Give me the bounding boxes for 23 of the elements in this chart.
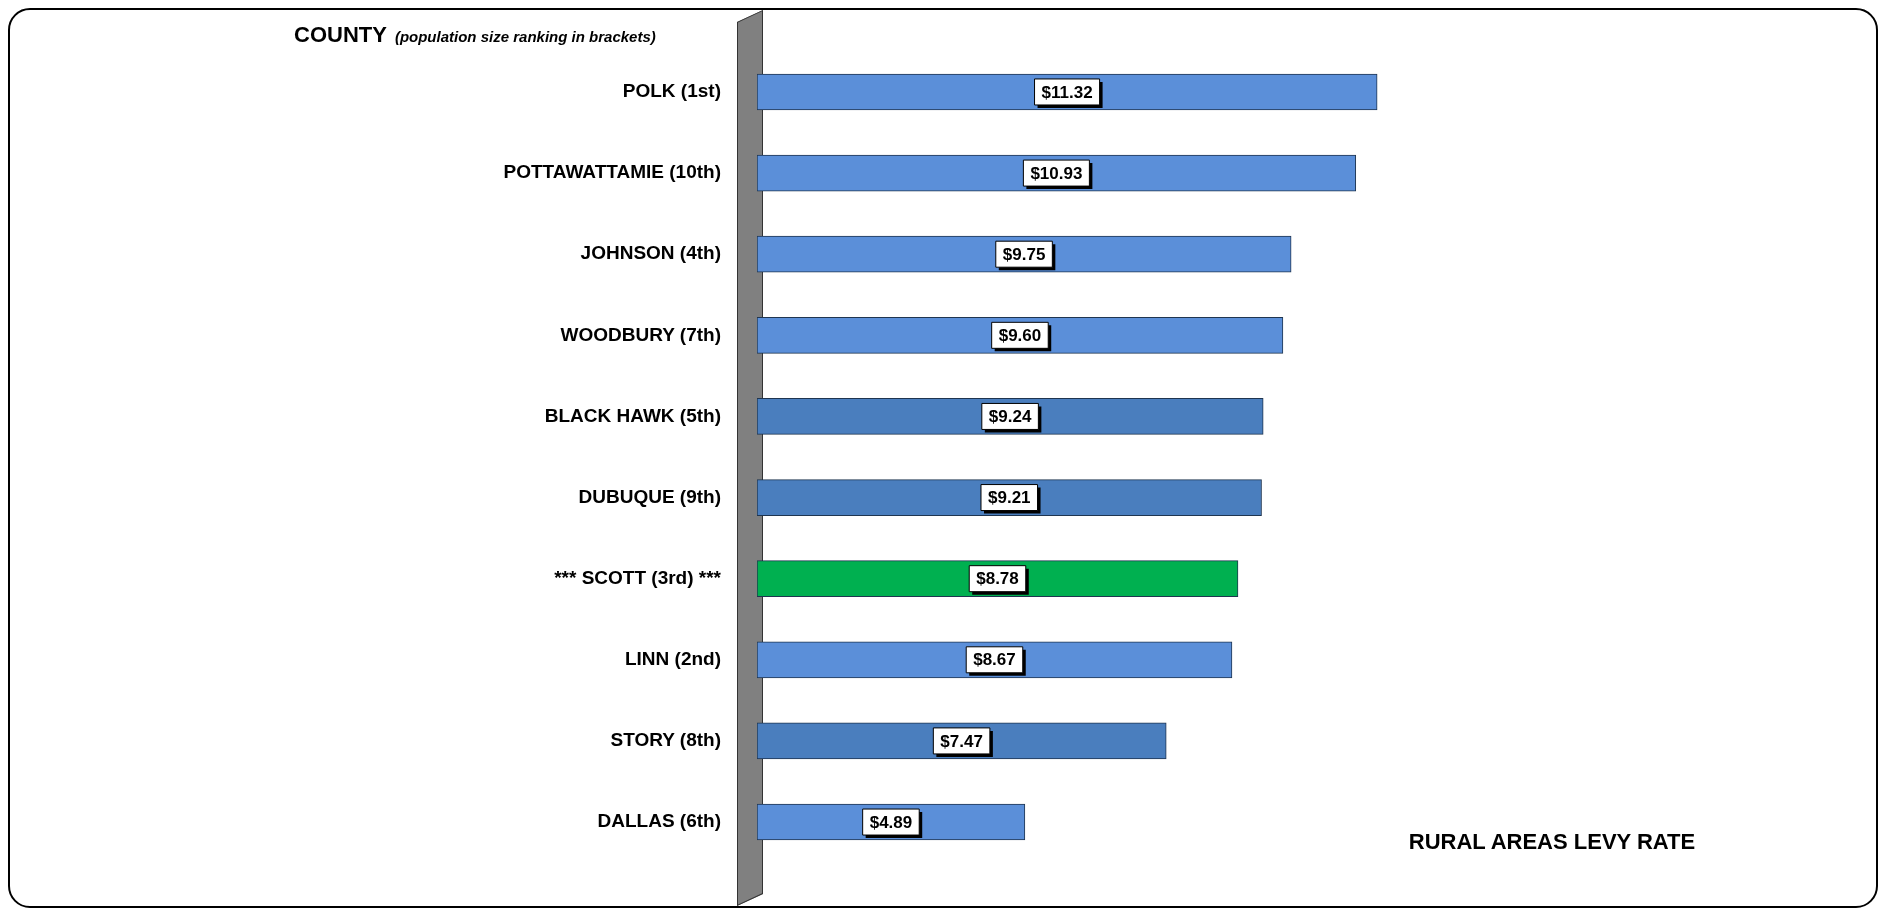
y-tick-label: LINN (2nd) xyxy=(624,648,721,670)
y-tick-label: WOODBURY (7th) xyxy=(560,323,721,345)
y-tick-label: DUBUQUE (9th) xyxy=(578,485,721,507)
data-label: $9.24 xyxy=(988,407,1032,427)
data-label: $9.75 xyxy=(1002,244,1046,264)
x-axis-title: RURAL AREAS LEVY RATE xyxy=(1408,828,1696,854)
text: (population size ranking in brackets) xyxy=(394,28,656,46)
data-label: $8.67 xyxy=(973,650,1016,670)
data-label: $10.93 xyxy=(1030,163,1083,183)
data-label: $8.78 xyxy=(976,569,1019,589)
data-label: $7.47 xyxy=(940,731,983,751)
y-tick-label: DALLAS (6th) xyxy=(597,810,721,832)
y-tick-label: BLACK HAWK (5th) xyxy=(544,404,721,426)
data-label: $11.32 xyxy=(1041,82,1093,102)
y-tick-label: POLK (1st) xyxy=(622,80,721,102)
text: COUNTY xyxy=(294,22,388,48)
data-label: $9.21 xyxy=(988,488,1031,508)
y-tick-label: POTTAWATTAMIE (10th) xyxy=(503,161,721,183)
data-label: $9.60 xyxy=(998,326,1042,346)
y-tick-label: JOHNSON (4th) xyxy=(580,242,721,264)
data-label: $4.89 xyxy=(869,812,913,832)
y-tick-label: *** SCOTT (3rd) *** xyxy=(554,566,722,588)
y-tick-label: STORY (8th) xyxy=(610,729,721,751)
